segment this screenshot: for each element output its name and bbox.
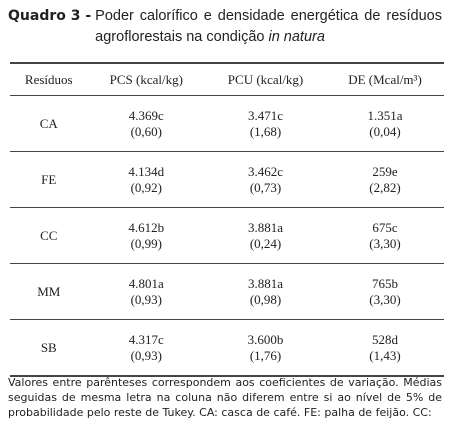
cell-cv: (1,76)	[249, 347, 282, 363]
table-cell: 4.317c (0,93)	[87, 319, 206, 377]
row-label: MM	[10, 263, 88, 320]
table-row: CA 4.369c (0,60) 3.471c (1,68) 1.351a (0,04)	[10, 95, 444, 152]
column-header: Resíduos	[10, 62, 88, 96]
row-label: SB	[10, 319, 88, 377]
cell-cv: (0,92)	[130, 179, 163, 195]
table-cell: 3.462c (0,73)	[205, 151, 326, 208]
table-cell: 4.369c (0,60)	[87, 95, 206, 152]
table-cell: 1.351a (0,04)	[326, 95, 444, 152]
cell-value: 528d	[372, 331, 398, 347]
caption-label: Quadro 3 -	[8, 8, 92, 24]
cell-value: 3.471c	[248, 107, 284, 123]
column-header: PCU (kcal/kg)	[205, 62, 326, 96]
table-row: CC 4.612b (0,99) 3.881a (0,24) 675c (3,30)	[10, 207, 444, 264]
cell-value: 3.881a	[248, 219, 284, 235]
cell-cv: (0,60)	[130, 123, 163, 139]
cell-cv: (3,30)	[369, 291, 401, 307]
header-row: Resíduos PCS (kcal/kg) PCU (kcal/kg) DE (Mc…	[10, 62, 444, 96]
table-cell: 3.881a (0,98)	[205, 263, 326, 320]
table-row: MM 4.801a (0,93) 3.881a (0,98) 765b (3,30)	[10, 263, 444, 320]
row-label: CA	[10, 95, 88, 152]
table-cell: 3.600b (1,76)	[205, 319, 326, 377]
cell-cv: (0,73)	[249, 179, 282, 195]
cell-value: 3.881a	[248, 275, 284, 291]
caption-text: Poder calorífico e densidade energética …	[95, 6, 442, 48]
cell-cv: (0,24)	[249, 235, 282, 251]
cell-value: 3.600b	[247, 331, 284, 347]
cell-cv: (1,43)	[369, 347, 401, 363]
table-cell: 675c (3,30)	[326, 207, 444, 264]
cell-cv: (3,30)	[369, 235, 401, 251]
table-cell: 3.881a (0,24)	[205, 207, 326, 264]
cell-value: 259e	[372, 163, 398, 179]
cell-value: 4.801a	[128, 275, 164, 291]
caption-body: Poder calorífico e densidade energética …	[95, 8, 442, 45]
table-cell: 765b (3,30)	[326, 263, 444, 320]
table-cell: 3.471c (1,68)	[205, 95, 326, 152]
cell-cv: (0,99)	[130, 235, 163, 251]
table-cell: 4.612b (0,99)	[87, 207, 206, 264]
cell-cv: (0,98)	[249, 291, 282, 307]
table-cell: 4.801a (0,93)	[87, 263, 206, 320]
cell-value: 4.369c	[128, 107, 164, 123]
column-header: DE (Mcal/m³)	[326, 62, 444, 96]
table-cell: 4.134d (0,92)	[87, 151, 206, 208]
table-row: SB 4.317c (0,93) 3.600b (1,76) 528d (1,43)	[10, 319, 444, 377]
cell-cv: (0,93)	[130, 347, 163, 363]
table-cell: 259e (2,82)	[326, 151, 444, 208]
cell-value: 4.134d	[128, 163, 165, 179]
row-label: CC	[10, 207, 88, 264]
column-header: PCS (kcal/kg)	[87, 62, 206, 96]
cell-value: 675c	[372, 219, 398, 235]
cell-cv: (0,04)	[369, 123, 401, 139]
footnote: Valores entre parênteses correspondem ao…	[8, 376, 442, 419]
cell-cv: (2,82)	[369, 179, 401, 195]
data-table: Resíduos PCS (kcal/kg) PCU (kcal/kg) DE (Mc…	[10, 62, 444, 377]
table-row: FE 4.134d (0,92) 3.462c (0,73) 259e (2,82)	[10, 151, 444, 208]
cell-cv: (0,93)	[130, 291, 163, 307]
row-label: FE	[10, 151, 88, 208]
caption-emphasis: in natura	[268, 29, 325, 45]
table-cell: 528d (1,43)	[326, 319, 444, 377]
table-body: CA 4.369c (0,60) 3.471c (1,68) 1.351a (0,04) FE…	[10, 95, 444, 377]
caption: Quadro 3 - Poder calorífico e densidade …	[8, 6, 442, 48]
cell-value: 1.351a	[367, 107, 403, 123]
cell-value: 765b	[372, 275, 398, 291]
cell-cv: (1,68)	[249, 123, 282, 139]
cell-value: 3.462c	[248, 163, 284, 179]
cell-value: 4.612b	[128, 219, 165, 235]
cell-value: 4.317c	[128, 331, 164, 347]
